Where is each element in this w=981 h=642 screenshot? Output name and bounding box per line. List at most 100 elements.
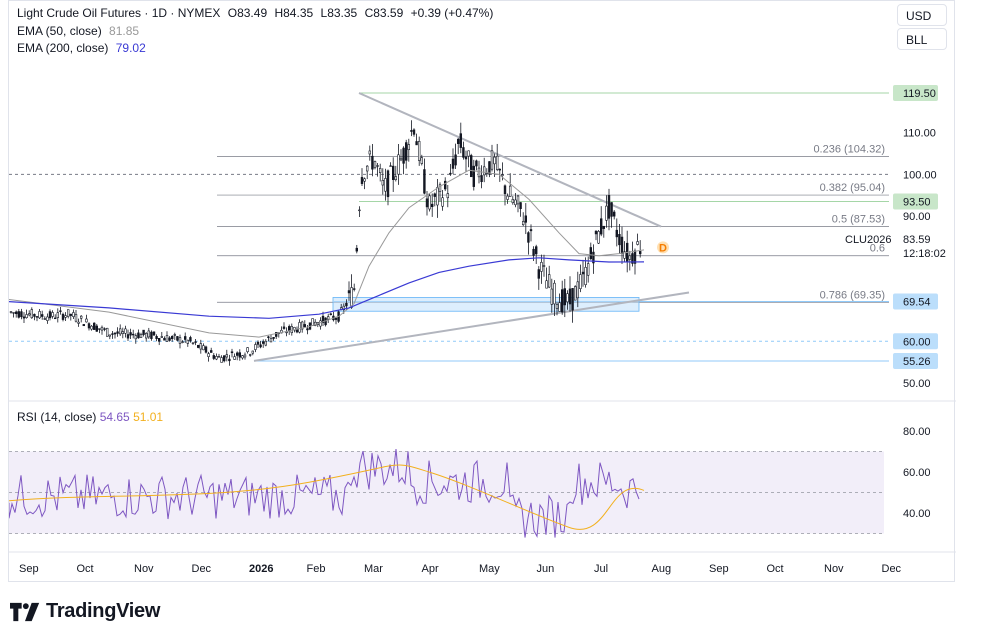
level-label-bg [893,166,938,183]
tradingview-wordmark: TradingView [46,600,161,622]
candle-body [438,184,442,192]
candle-body [475,160,478,167]
candle-body [566,293,569,303]
price-chart[interactable]: 0.236 (104.32) 0.382 (95.04) 0.5 (87.53) 0.… [9,1,956,583]
candle-body [428,195,431,210]
candle-body [233,356,236,360]
candle-body [498,168,501,171]
candle-body [66,309,70,317]
candle-body [256,341,260,345]
candle-body [524,215,528,223]
candle-body [17,311,20,318]
candle-body [454,154,457,166]
rsi-legend[interactable]: RSI (14, close) 54.65 51.01 [17,410,163,424]
level-label: 93.50 [903,196,931,208]
ema50-value: 81.85 [109,24,140,38]
chart-frame[interactable]: 0.236 (104.32) 0.382 (95.04) 0.5 (87.53) 0.… [8,0,956,583]
candle-body [321,315,325,323]
candle-body [93,322,96,330]
candle-body [527,232,530,243]
candle-body [230,351,234,354]
candle-body [173,334,176,336]
candle-body [272,337,275,339]
candle-body [269,338,273,343]
candle-body [397,154,400,175]
candle-body [423,169,426,194]
ema50-legend[interactable]: EMA (50, close) 81.85 [17,24,143,38]
symbol-title[interactable]: Light Crude Oil Futures · 1D · NYMEX [17,6,221,20]
candle-body [197,344,200,348]
price-tick-label: 50.00 [903,378,931,390]
low-value: L83.35 [320,6,358,20]
candle-body [576,281,580,299]
candle-body [72,312,75,317]
candle-body [605,205,608,221]
unit-button[interactable]: BLL [897,28,947,50]
candle-body [519,202,522,209]
time-tick-label: May [479,563,500,575]
candle-body [225,354,228,358]
candle-body [311,318,314,326]
symbol-tag: CLU2026 [845,234,891,246]
candle-body [90,325,93,330]
ema50-line [9,169,645,338]
candle-body [477,167,481,178]
candle-body [155,336,158,340]
candle-body [262,341,265,344]
level-label: 119.50 [903,88,936,100]
candle-body [191,342,195,344]
candle-body [254,344,257,350]
candle-body [456,138,460,144]
candle-body [74,314,78,322]
candle-body [618,234,621,246]
candle-body [373,161,377,169]
candle-body [415,141,418,146]
level-label: 69.54 [903,296,931,308]
candle-body [571,288,574,311]
candle-body [53,317,57,320]
fib-label: 0.236 (104.32) [813,143,885,155]
rsi-value: 54.65 [99,410,130,424]
candle-body [103,328,106,330]
level-label-bg [893,333,938,350]
fib-label: 0.382 (95.04) [820,182,885,194]
candle-body [326,316,330,320]
candle-body [464,156,468,160]
ema200-legend[interactable]: EMA (200, close) 79.02 [17,41,150,55]
candle-body [573,286,577,301]
time-tick-label: Oct [767,563,784,575]
candle-body [358,209,361,212]
candle-body [391,165,395,180]
candle-body [360,177,364,184]
time-tick-label: Apr [422,563,439,575]
candle-body [87,323,91,329]
candle-body [493,156,496,165]
candle-body [14,311,18,315]
candle-body [532,248,535,256]
candle-body [150,331,153,339]
candle-body [345,302,348,307]
level-label-bg [893,85,938,101]
candle-body [615,229,619,238]
candle-body [467,150,470,157]
candle-body [165,335,169,342]
candle-body [365,165,369,172]
candle-body [113,332,117,335]
candle-body [124,328,127,334]
candle-body [589,247,593,260]
candle-body [95,325,99,332]
candle-body [368,150,371,155]
candle-body [243,354,247,358]
candle-body [236,352,239,356]
last-price-label: 83.59 [903,234,931,246]
candle-body [534,246,538,255]
currency-button[interactable]: USD [897,4,947,26]
candle-body [394,176,397,180]
level-label-bg [893,293,938,310]
candle-body [545,280,548,289]
tradingview-logo[interactable]: TradingView [10,600,160,623]
candle-body [280,329,283,334]
candle-body [202,345,205,351]
candle-body [430,203,434,208]
candle-body [501,174,504,177]
